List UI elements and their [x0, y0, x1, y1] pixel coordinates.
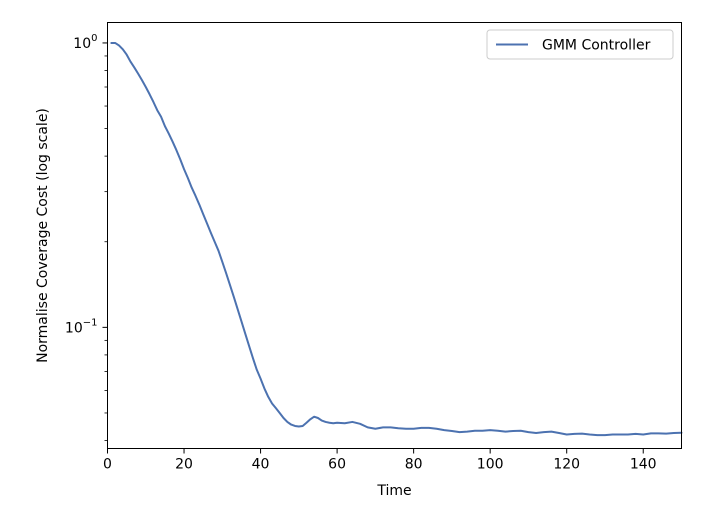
x-tick-label: 60	[328, 457, 346, 473]
y-axis: 100 10−1	[65, 33, 108, 441]
series-layer	[110, 41, 683, 437]
x-tick-label: 140	[630, 457, 657, 473]
x-tick-label: 40	[252, 457, 270, 473]
x-tick-label: 20	[175, 457, 193, 473]
x-axis-label: Time	[376, 483, 411, 499]
y-tick-label: 10−1	[65, 317, 98, 336]
plot-frame	[107, 22, 682, 449]
x-tick-label: 120	[553, 457, 580, 473]
x-axis: 0 20 40 60 80 100 120 140	[103, 448, 657, 473]
series-line-0	[110, 41, 683, 437]
legend: GMM Controller	[486, 29, 674, 60]
x-tick-label: 80	[405, 457, 423, 473]
x-tick-label: 100	[477, 457, 504, 473]
y-tick-label: 100	[73, 33, 97, 52]
legend-label: GMM Controller	[542, 38, 651, 54]
legend-box	[486, 29, 674, 60]
x-tick-label: 0	[103, 457, 112, 473]
y-axis-label: Normalise Coverage Cost (log scale)	[35, 108, 51, 363]
